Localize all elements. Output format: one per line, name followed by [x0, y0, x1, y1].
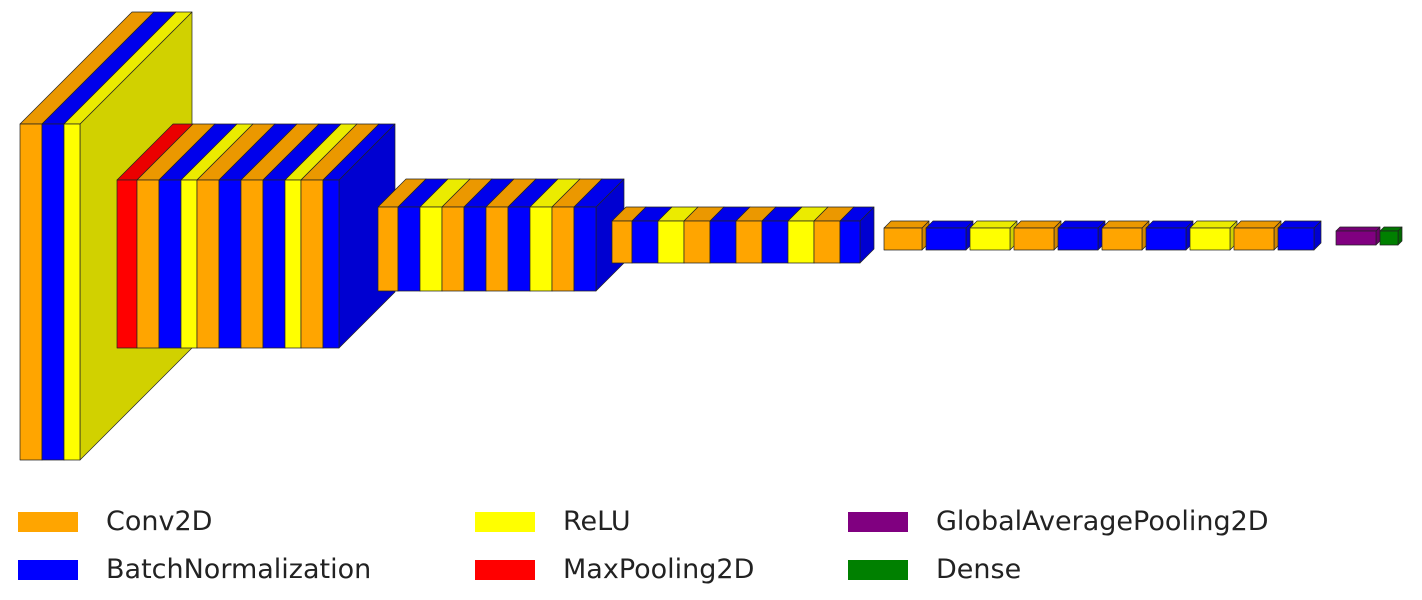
layer-conv2d-34-front	[883, 227, 923, 251]
legend-swatch-relu	[475, 512, 535, 532]
layer-globalaveragepooling2d-44	[1335, 226, 1381, 246]
layer-relu-11-front	[284, 179, 302, 349]
network-architecture-diagram	[19, 11, 1403, 461]
layer-batchnormalization-33-front	[839, 220, 861, 264]
layer-relu-16-front	[419, 206, 443, 292]
layer-maxpooling2d-3-front	[116, 179, 138, 349]
layer-conv2d-39-front	[1101, 227, 1143, 251]
layer-relu-26-front	[657, 220, 685, 264]
layer-batchnormalization-15-front	[397, 206, 421, 292]
layer-batchnormalization-18-front	[463, 206, 487, 292]
legend-swatch-maxpooling2d	[475, 560, 535, 580]
layer-conv2d-32-front	[813, 220, 841, 264]
layer-globalaveragepooling2d-44-top	[1335, 226, 1381, 232]
legend-label-dense: Dense	[936, 554, 1022, 585]
layer-conv2d-14-front	[377, 206, 399, 292]
layer-conv2d-17-front	[441, 206, 465, 292]
layer-relu-21-front	[529, 206, 553, 292]
layer-conv2d-42	[1233, 220, 1282, 251]
layer-batchnormalization-1-front	[41, 123, 65, 461]
layer-conv2d-37-top	[1013, 220, 1062, 229]
layer-conv2d-42-top	[1233, 220, 1282, 229]
layer-batchnormalization-23-front	[573, 206, 597, 292]
layer-batchnormalization-5-front	[158, 179, 182, 349]
layer-conv2d-34-top	[883, 220, 930, 229]
legend-swatch-globalaveragepooling2d	[848, 512, 908, 532]
layer-conv2d-27-front	[683, 220, 711, 264]
legend-label-maxpooling2d: MaxPooling2D	[563, 554, 755, 585]
layer-relu-41-front	[1189, 227, 1231, 251]
layer-conv2d-29-front	[735, 220, 763, 264]
legend-label-globalaveragepooling2d: GlobalAveragePooling2D	[936, 506, 1269, 537]
layer-conv2d-7-front	[196, 179, 220, 349]
layer-conv2d-34	[883, 220, 930, 251]
layer-dense-45-top	[1379, 226, 1403, 232]
layer-conv2d-37	[1013, 220, 1062, 251]
legend-swatch-dense	[848, 560, 908, 580]
layer-batchnormalization-25-front	[631, 220, 659, 264]
layer-dense-45-front	[1379, 230, 1399, 246]
layer-relu-36	[969, 220, 1018, 251]
layer-batchnormalization-35-top	[925, 220, 974, 229]
legend: Conv2D BatchNormalization ReLU MaxPoolin…	[0, 500, 1422, 600]
layer-batchnormalization-43	[1277, 220, 1322, 251]
layer-conv2d-9-front	[240, 179, 264, 349]
layer-batchnormalization-28-front	[709, 220, 737, 264]
layer-conv2d-22-front	[551, 206, 575, 292]
layer-relu-6-front	[180, 179, 198, 349]
layer-conv2d-12-front	[300, 179, 324, 349]
layer-batchnormalization-33	[839, 206, 875, 264]
layer-batchnormalization-30-front	[761, 220, 789, 264]
layer-batchnormalization-40	[1145, 220, 1194, 251]
layer-conv2d-19-front	[485, 206, 509, 292]
legend-label-relu: ReLU	[563, 506, 631, 537]
layer-conv2d-39-top	[1101, 220, 1150, 229]
layer-globalaveragepooling2d-44-front	[1335, 230, 1377, 246]
layer-batchnormalization-20-front	[507, 206, 531, 292]
layer-conv2d-0-front	[19, 123, 43, 461]
layer-batchnormalization-13-front	[322, 179, 340, 349]
legend-swatch-batchnormalization	[18, 560, 78, 580]
layer-batchnormalization-38-top	[1057, 220, 1106, 229]
layer-batchnormalization-43-top	[1277, 220, 1322, 229]
layer-relu-31-front	[787, 220, 815, 264]
layer-conv2d-24-front	[611, 220, 633, 264]
legend-label-batchnormalization: BatchNormalization	[106, 554, 372, 585]
legend-swatch-conv2d	[18, 512, 78, 532]
layer-conv2d-42-front	[1233, 227, 1275, 251]
layer-batchnormalization-43-front	[1277, 227, 1315, 251]
layer-relu-41-top	[1189, 220, 1238, 229]
layer-batchnormalization-40-front	[1145, 227, 1187, 251]
layer-batchnormalization-38-front	[1057, 227, 1099, 251]
layer-relu-41	[1189, 220, 1238, 251]
layer-batchnormalization-8-front	[218, 179, 242, 349]
layer-batchnormalization-38	[1057, 220, 1106, 251]
layer-batchnormalization-35-front	[925, 227, 967, 251]
layer-conv2d-39	[1101, 220, 1150, 251]
layer-relu-2-front	[63, 123, 81, 461]
layer-conv2d-4-front	[136, 179, 160, 349]
layer-batchnormalization-13	[322, 123, 396, 349]
layer-batchnormalization-40-top	[1145, 220, 1194, 229]
layer-relu-36-front	[969, 227, 1011, 251]
legend-label-conv2d: Conv2D	[106, 506, 213, 537]
layer-conv2d-37-front	[1013, 227, 1055, 251]
layer-batchnormalization-35	[925, 220, 974, 251]
layer-batchnormalization-10-front	[262, 179, 286, 349]
layer-relu-36-top	[969, 220, 1018, 229]
layer-dense-45	[1379, 226, 1403, 246]
